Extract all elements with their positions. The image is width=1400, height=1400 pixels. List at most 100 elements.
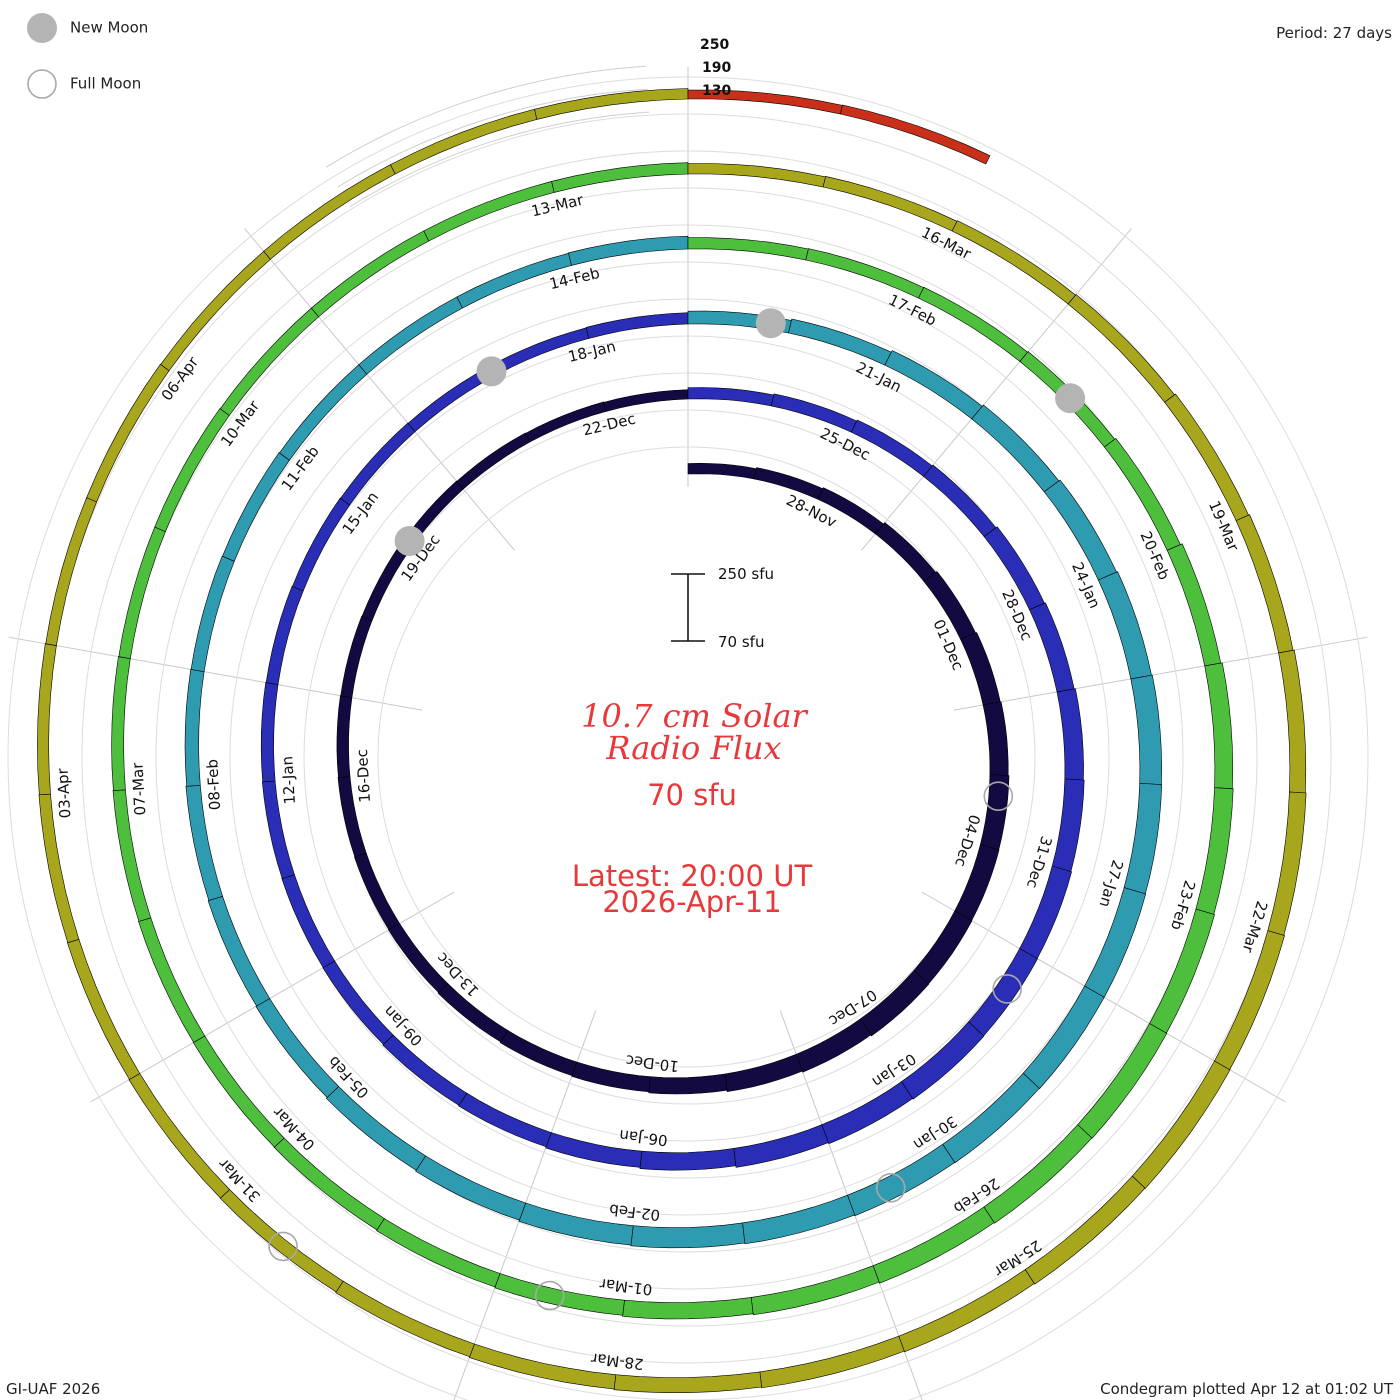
date-label: 28-Mar — [589, 1349, 644, 1373]
scale-arc — [350, 111, 650, 207]
date-label: 03-Apr — [54, 767, 75, 819]
flux-day-segment — [1024, 1175, 1146, 1285]
flux-day-segment — [111, 656, 131, 791]
flux-day-segment — [38, 793, 80, 944]
new-moon-legend-icon — [27, 13, 57, 43]
flux-day-segment — [499, 1030, 578, 1076]
flux-day-segment — [840, 104, 991, 165]
chart-title-line2: Radio Flux — [605, 729, 781, 767]
flux-day-segment — [951, 220, 1077, 305]
flux-day-segment — [822, 176, 958, 232]
flux-day-segment — [219, 1189, 344, 1293]
flux-day-segment — [1164, 393, 1250, 521]
flux-day-segment — [190, 555, 235, 673]
flux-day-segment — [260, 682, 279, 783]
date-label: 06-Jan — [618, 1126, 668, 1150]
flux-day-segment — [750, 1265, 880, 1316]
date-label: 10-Dec — [625, 1051, 680, 1075]
flux-day-segment — [639, 1148, 737, 1171]
flux-day-segment — [613, 1371, 762, 1393]
flux-day-segment — [901, 1021, 985, 1100]
flux-day-segment — [279, 364, 368, 461]
flux-day-segment — [184, 668, 205, 787]
flux-day-segment — [154, 408, 230, 532]
flux-day-segment — [1267, 791, 1307, 936]
flux-day-segment — [942, 1072, 1040, 1164]
flux-day-segment — [337, 776, 367, 858]
date-label: 08-Feb — [203, 759, 224, 811]
flux-day-segment — [821, 1081, 914, 1145]
flux-day-segment — [1051, 778, 1085, 872]
flux-day-segment — [733, 1124, 829, 1168]
flux-day-segment — [67, 938, 141, 1080]
flux-day-segment — [494, 1273, 625, 1316]
flux-day-segment — [724, 1053, 803, 1093]
flux-day-segment — [415, 1155, 527, 1221]
date-label: 01-Mar — [598, 1275, 653, 1299]
flux-day-segment — [160, 250, 271, 372]
flux-day-segment — [847, 1143, 956, 1217]
scale-arc — [338, 88, 648, 188]
flux-day-segment — [469, 1343, 617, 1390]
grid-spoke — [953, 636, 1368, 711]
flux-day-segment — [222, 452, 290, 562]
scale-ring-value-250: 250 — [700, 37, 729, 53]
flux-day-segment — [795, 1018, 872, 1073]
flux-day-segment — [980, 774, 1010, 851]
flux-day-segment — [86, 363, 170, 503]
flux-day-segment — [1204, 662, 1234, 790]
chart-title-line1: 10.7 cm Solar — [581, 697, 808, 735]
flux-day-segment — [872, 1206, 995, 1284]
flux-day-segment — [968, 948, 1038, 1037]
scale-ring-value-190: 190 — [702, 60, 731, 76]
full-moon-marker — [268, 1231, 298, 1262]
flux-day-segment — [759, 1335, 905, 1389]
date-label: 02-Feb — [608, 1200, 661, 1224]
new-moon-legend-label: New Moon — [70, 19, 148, 37]
flux-day-segment — [1235, 514, 1294, 654]
current-flux-value: 70 sfu — [647, 778, 737, 812]
latest-date: 2026-Apr-11 — [602, 885, 781, 919]
flux-day-segment — [1278, 649, 1307, 794]
rotation-ring-4 — [111, 162, 1234, 1320]
flux-day-segment — [913, 910, 973, 985]
full-moon-marker — [534, 1280, 565, 1311]
flux-day-segment — [1056, 688, 1084, 781]
rotation-rings — [37, 88, 1307, 1393]
scale-arc — [326, 65, 647, 168]
flux-day-segment — [1077, 1023, 1168, 1139]
scale-bar-top-label: 250 sfu — [718, 565, 774, 583]
flux-day-segment — [1123, 782, 1163, 895]
flux-day-segment — [37, 643, 57, 796]
flux-day-segment — [603, 389, 689, 412]
flux-day-segment — [630, 1222, 746, 1249]
flux-day-segment — [390, 108, 538, 175]
flux-day-segment — [437, 983, 509, 1043]
flux-day-segment — [265, 585, 304, 686]
flux-day-segment — [859, 969, 930, 1037]
moon-markers — [268, 308, 1086, 1311]
flux-day-segment — [753, 467, 824, 500]
latest-time: Latest: 20:00 UT — [572, 859, 813, 893]
flux-day-segment — [192, 1035, 285, 1148]
flux-day-segment — [336, 695, 353, 778]
scale-bar-bottom-label: 70 sfu — [718, 633, 764, 651]
flux-day-segment — [788, 318, 892, 366]
flux-day-segment — [687, 163, 826, 188]
flux-day-segment — [983, 1124, 1093, 1224]
full-moon-marker — [875, 1173, 906, 1203]
scale-ring-value-130: 130 — [702, 83, 731, 99]
grid-spoke — [244, 228, 515, 551]
flux-day-segment — [45, 497, 97, 646]
flux-day-segment — [622, 1297, 754, 1320]
flux-day-segment — [687, 462, 757, 480]
flux-day-segment — [112, 789, 152, 922]
flux-day-segment — [742, 1194, 856, 1245]
flux-day-segment — [960, 632, 1001, 706]
flux-day-segment — [382, 1034, 468, 1106]
flux-day-segment — [1029, 602, 1075, 693]
rotation-ring-1 — [336, 389, 1010, 1095]
flux-day-segment — [1097, 571, 1152, 680]
flux-day-segment — [918, 286, 1029, 362]
